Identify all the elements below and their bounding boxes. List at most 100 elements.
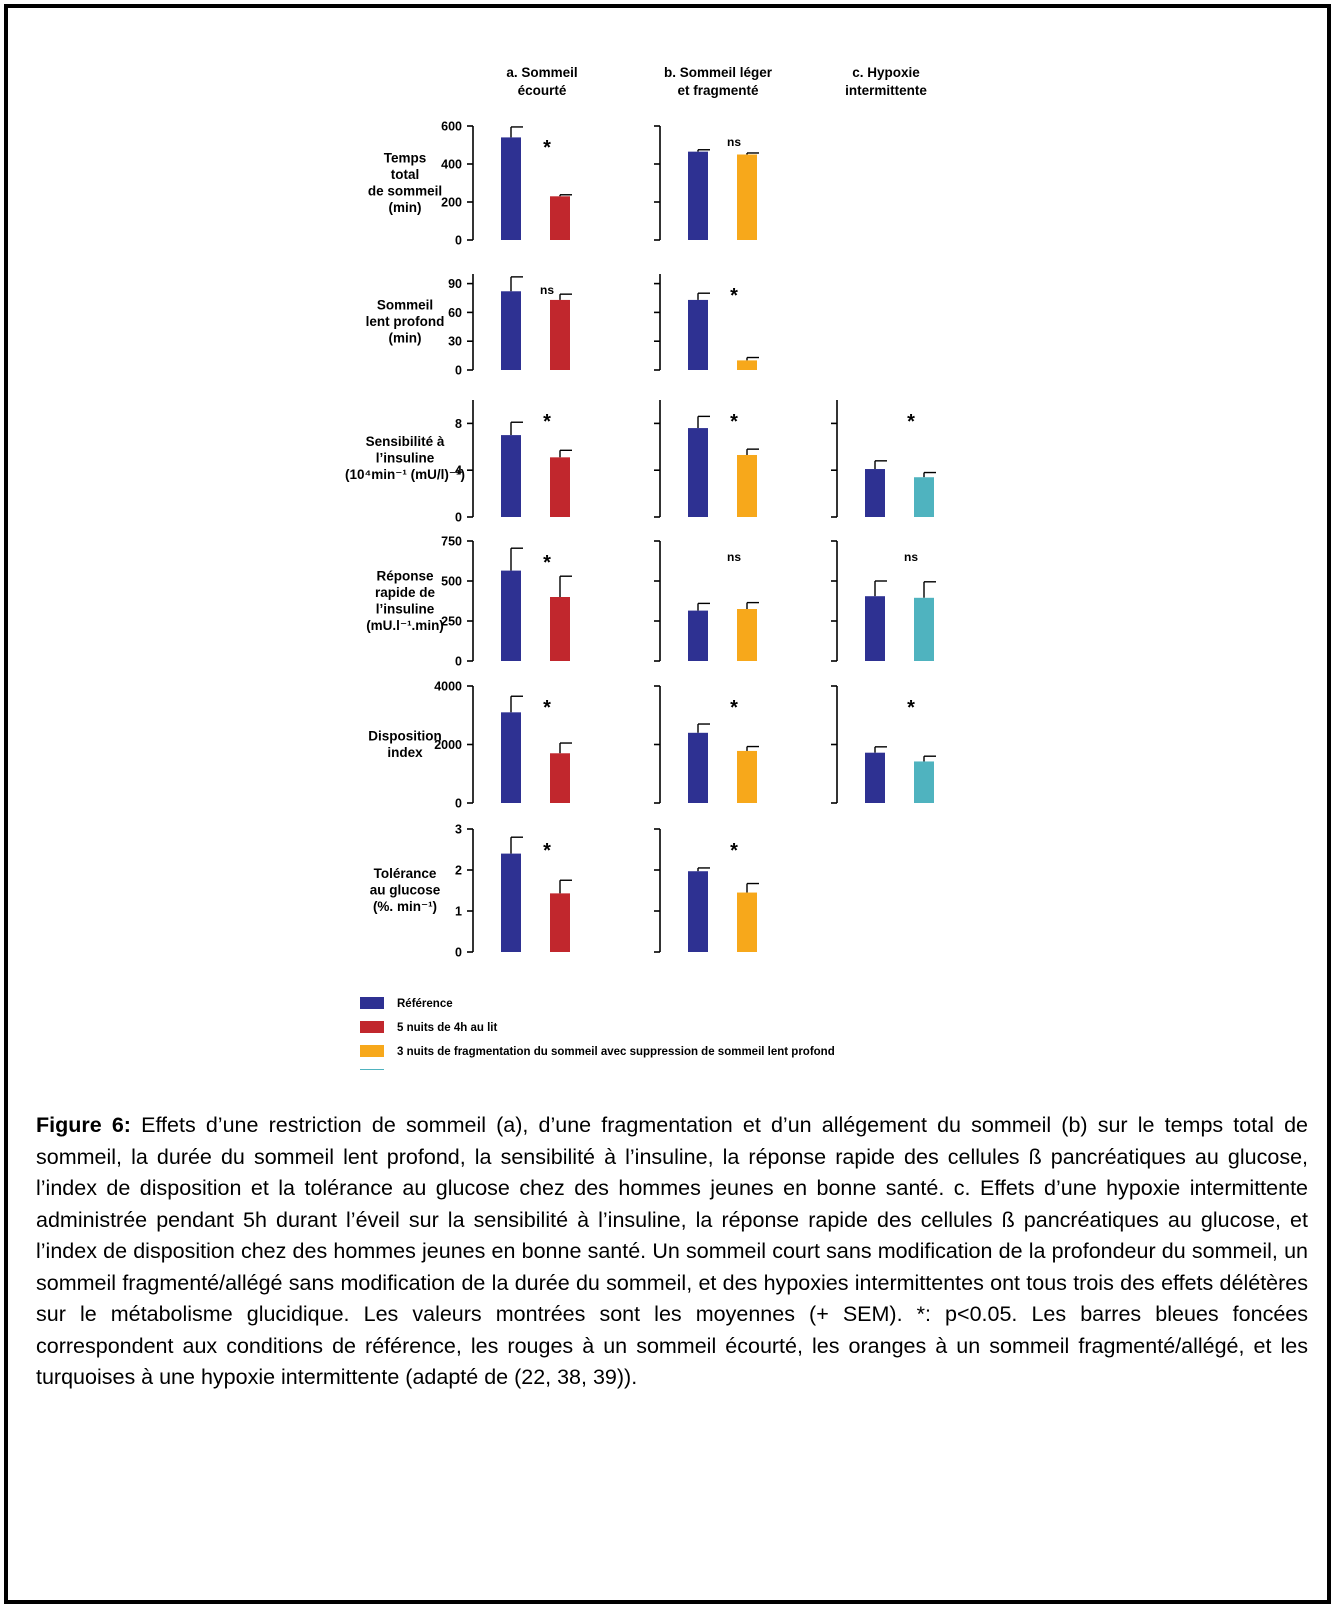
legend-label: 5 nuits de 4h au lit [397,1022,497,1034]
y-tick-label: 8 [455,417,462,431]
bar-reference [688,299,708,370]
y-tick-label: 0 [455,655,462,669]
ns-label: ns [904,550,918,564]
bar-reference [501,137,521,240]
row-label: l’insuline [376,451,435,466]
bar-reference [688,151,708,240]
row-label: Sensibilité à [366,434,445,449]
figure-6-chart: a. Sommeil écourté b. Sommeil léger et frag… [345,65,936,1070]
significance-star: * [907,697,915,719]
column-title-c: c. Hypoxie [852,65,920,80]
bar-restriction [550,597,570,661]
bar-restriction [550,893,570,952]
figure-frame [4,4,1331,1604]
caption-label: Figure 6: [36,1113,131,1137]
bar-reference [501,291,521,370]
row-label: (min) [389,331,422,346]
row-label: au glucose [370,883,441,898]
ns-label: ns [540,283,554,297]
significance-star: * [730,840,738,862]
column-title-b: b. Sommeil léger [664,65,773,80]
bar-fragmentation [737,750,757,803]
row-label: Temps [384,150,427,165]
row-label: total [391,167,420,182]
legend-swatch-hypoxie [360,1069,384,1070]
bar-hypoxie [914,477,934,517]
legend-label: 3 nuits de fragmentation du sommeil avec… [397,1046,835,1058]
row-label: (%. min⁻¹) [373,899,437,914]
legend-label: Référence [397,998,453,1010]
row-label: index [387,745,423,760]
column-title-b: et fragmenté [677,83,759,98]
bar-reference [501,570,521,661]
row-label: Disposition [368,728,442,743]
y-tick-label: 4000 [434,680,462,694]
y-tick-label: 600 [441,120,462,134]
y-tick-label: 2000 [434,738,462,752]
bar-restriction [550,196,570,240]
legend-swatch-restriction [360,1021,384,1033]
y-tick-label: 60 [448,306,462,320]
bar-restriction [550,753,570,803]
y-tick-label: 500 [441,575,462,589]
significance-star: * [543,697,551,719]
y-tick-label: 0 [455,946,462,960]
caption-text: Effets d’une restriction de sommeil (a),… [36,1113,1308,1389]
figure-caption: Figure 6: Effets d’une restriction de so… [36,1110,1308,1394]
row-label: rapide de [375,585,436,600]
y-tick-label: 0 [455,364,462,378]
y-tick-label: 0 [455,234,462,248]
bar-fragmentation [737,454,757,517]
bar-hypoxie [914,761,934,803]
bar-reference [688,871,708,952]
row-label: de sommeil [368,183,442,198]
bar-reference [865,596,885,661]
y-tick-label: 4 [455,464,462,478]
significance-star: * [907,411,915,433]
ns-label: ns [727,135,741,149]
bar-reference [501,435,521,517]
bar-fragmentation [737,892,757,952]
row-label: (10⁴min⁻¹ (mU/l)⁻¹) [345,467,465,482]
bar-reference [688,732,708,803]
y-tick-label: 3 [455,823,462,837]
bar-fragmentation [737,609,757,661]
bar-reference [865,469,885,517]
y-tick-label: 1 [455,905,462,919]
ns-label: ns [727,550,741,564]
bar-fragmentation [737,360,757,370]
bar-reference [501,712,521,803]
row-label: Tolérance [374,866,437,881]
bar-restriction [550,299,570,370]
significance-star: * [543,411,551,433]
significance-star: * [730,411,738,433]
bar-reference [865,752,885,803]
row-label: (mU.l⁻¹.min) [366,618,444,633]
bar-reference [688,610,708,661]
bar-reference [688,428,708,517]
column-title-a: a. Sommeil [506,65,577,80]
bar-restriction [550,457,570,517]
y-tick-label: 30 [448,335,462,349]
significance-star: * [543,137,551,159]
y-tick-label: 90 [448,277,462,291]
row-label: Réponse [376,568,434,583]
significance-star: * [543,840,551,862]
y-tick-label: 200 [441,196,462,210]
y-tick-label: 400 [441,158,462,172]
y-tick-label: 0 [455,511,462,525]
y-tick-label: 2 [455,864,462,878]
significance-star: * [730,285,738,307]
significance-star: * [730,697,738,719]
row-label: (min) [389,200,422,215]
row-label: Sommeil [377,298,433,313]
bar-reference [501,853,521,952]
bar-fragmentation [737,154,757,240]
y-tick-label: 0 [455,797,462,811]
legend-swatch-reference [360,997,384,1009]
row-label: l’insuline [376,601,435,616]
bar-hypoxie [914,597,934,661]
y-tick-label: 750 [441,535,462,549]
column-title-a: écourté [518,83,567,98]
legend-swatch-fragmentation [360,1045,384,1057]
